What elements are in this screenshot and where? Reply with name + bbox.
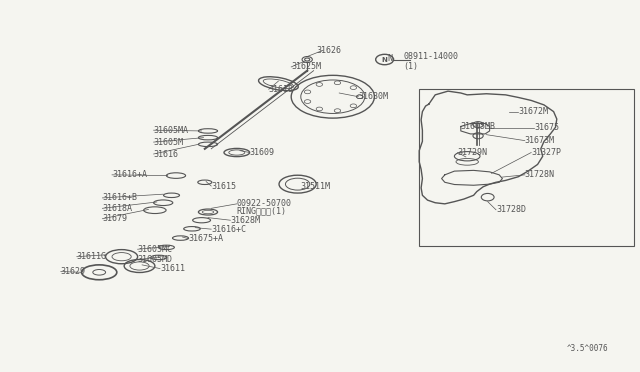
Text: 31511M: 31511M [301, 182, 331, 190]
Text: 08911-14000
(1): 08911-14000 (1) [403, 52, 458, 71]
Text: 31673M: 31673M [525, 136, 555, 145]
Text: 31616: 31616 [154, 150, 179, 158]
Text: 00922-50700: 00922-50700 [237, 199, 292, 208]
Text: 31630M: 31630M [358, 92, 388, 101]
Text: 31327P: 31327P [531, 148, 561, 157]
Text: ^3.5^0076: ^3.5^0076 [566, 344, 608, 353]
Text: N: N [387, 54, 392, 63]
Text: 31605MC: 31605MC [138, 245, 173, 254]
Text: 31611G: 31611G [77, 252, 107, 261]
Text: 31679: 31679 [102, 214, 127, 223]
Text: 31675: 31675 [534, 124, 559, 132]
Text: 31611: 31611 [160, 264, 185, 273]
Text: 31675+A: 31675+A [189, 234, 224, 243]
Text: 31615: 31615 [211, 182, 236, 190]
Text: RINGリング(1): RINGリング(1) [237, 207, 287, 216]
Text: 31618: 31618 [269, 85, 294, 94]
Text: 31616+A: 31616+A [112, 170, 147, 179]
Text: 31672M: 31672M [518, 107, 548, 116]
Text: 31605MD: 31605MD [138, 255, 173, 264]
Text: 31605MB: 31605MB [461, 122, 496, 131]
Text: 31728N: 31728N [525, 170, 555, 179]
Bar [419, 89, 634, 246]
Text: 31616+B: 31616+B [102, 193, 138, 202]
Text: 31728D: 31728D [496, 205, 526, 214]
Text: 31616+C: 31616+C [211, 225, 246, 234]
Text: 31629: 31629 [61, 267, 86, 276]
Text: 31625M: 31625M [291, 62, 321, 71]
Text: 31729N: 31729N [458, 148, 488, 157]
Text: 31626: 31626 [317, 46, 342, 55]
Text: 31609: 31609 [250, 148, 275, 157]
Text: 31618A: 31618A [102, 204, 132, 213]
Text: 31605MA: 31605MA [154, 126, 189, 135]
Text: 31605M: 31605M [154, 138, 184, 147]
Text: N: N [381, 57, 388, 62]
Text: 31628M: 31628M [230, 216, 260, 225]
